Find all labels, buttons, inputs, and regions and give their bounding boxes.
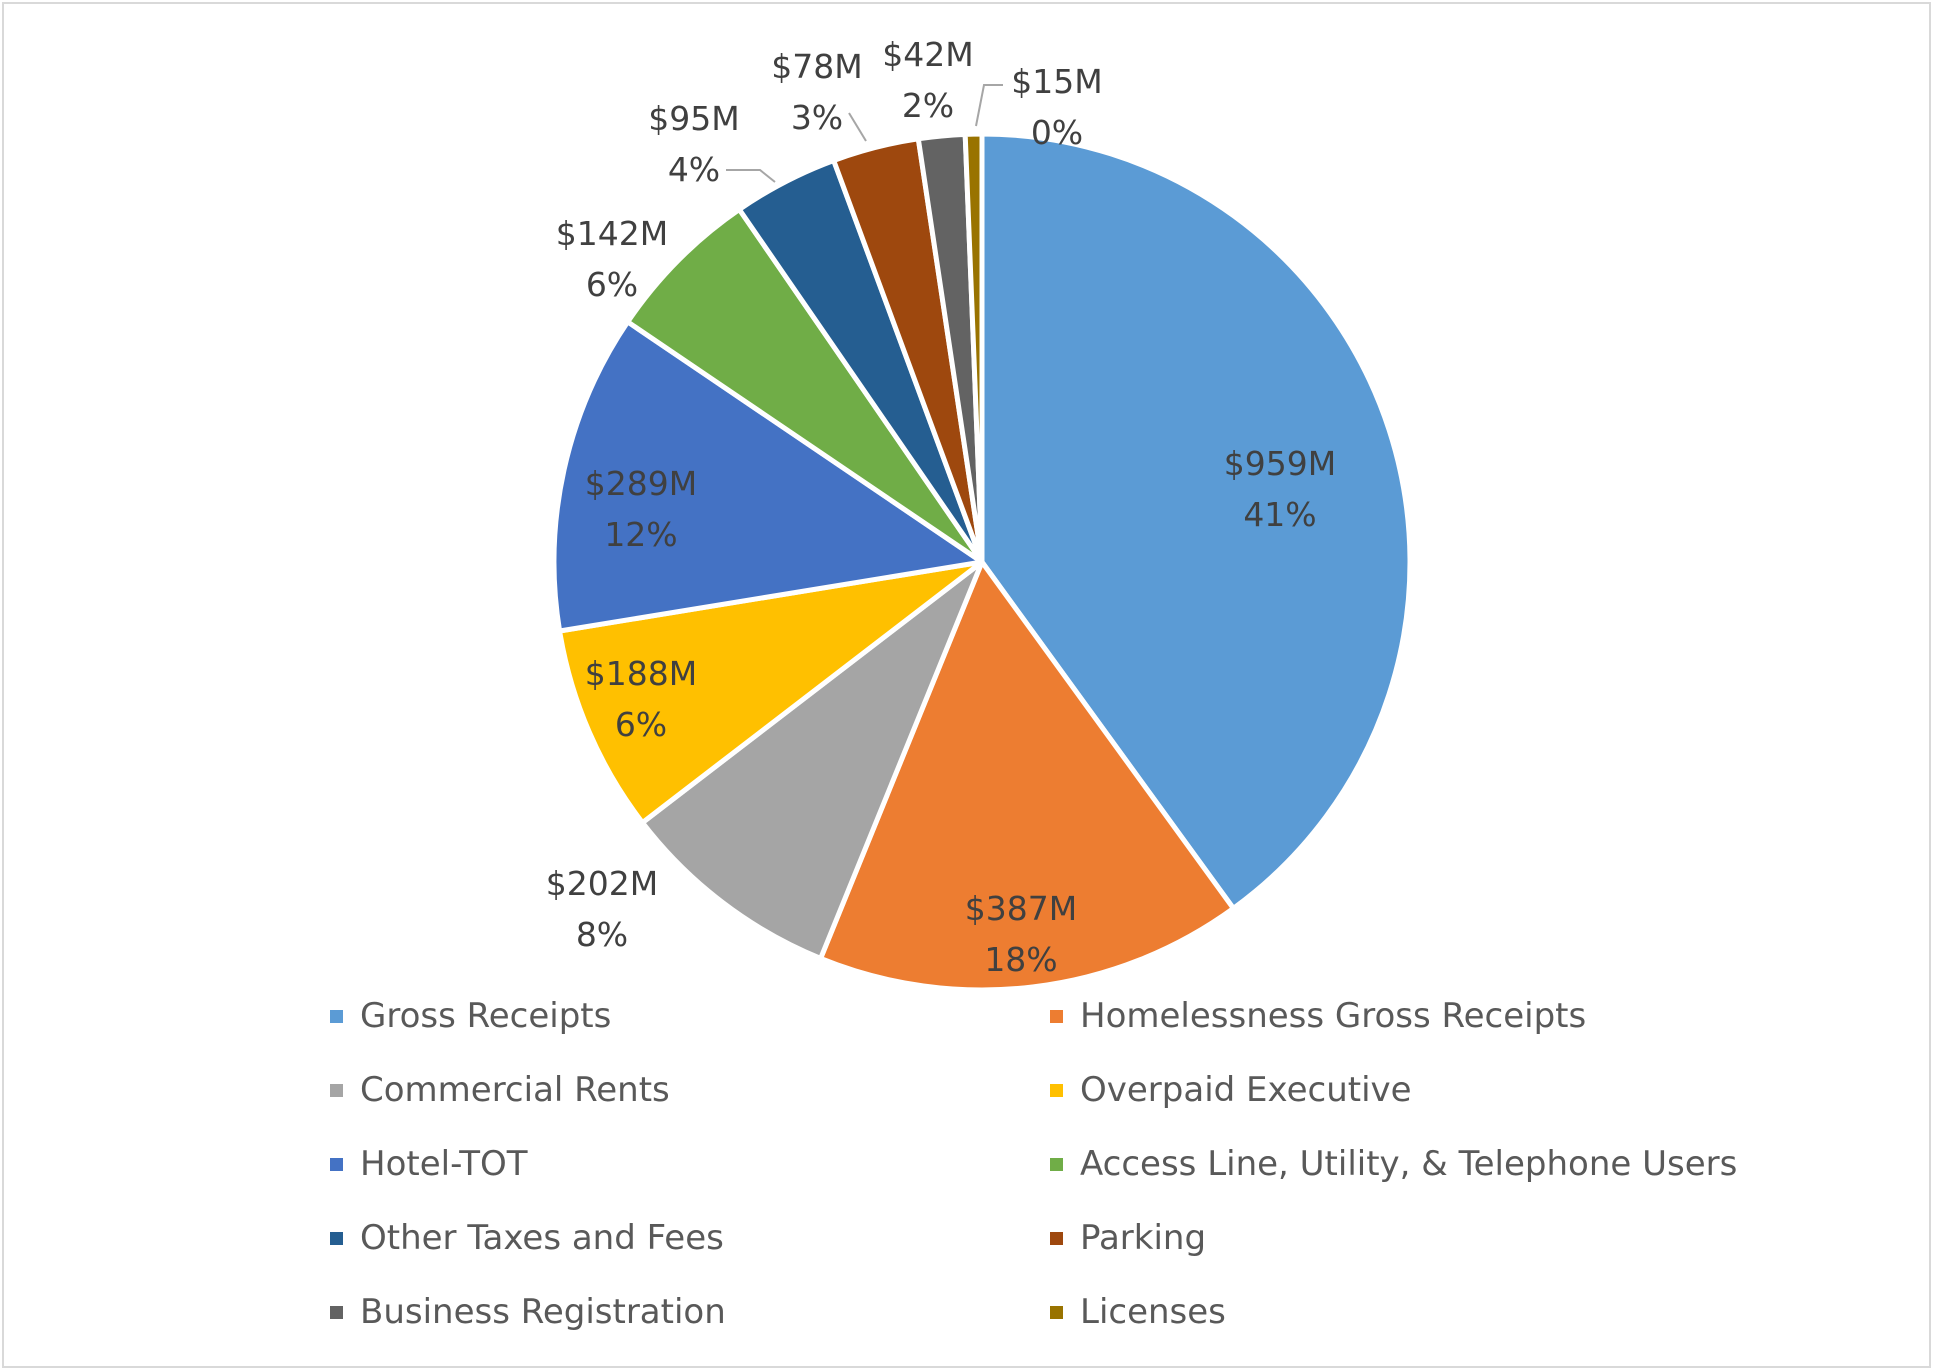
legend-item-access-line-utility-telephone-users: Access Line, Utility, & Telephone Users xyxy=(1050,1141,1737,1187)
legend-swatch xyxy=(330,1083,343,1097)
legend-swatch xyxy=(330,1157,343,1171)
legend-label: Other Taxes and Fees xyxy=(360,1218,724,1258)
pie-slice-homelessness-gross-receipts xyxy=(818,559,1236,993)
legend-item-licenses: Licenses xyxy=(1050,1289,1226,1335)
pie-slice-access-line-utility-telephone-users xyxy=(625,206,985,565)
data-label-value-homelessness-gross-receipts: $387M xyxy=(965,889,1077,928)
data-label-percent-licenses: 0% xyxy=(1031,113,1083,152)
data-label-value-overpaid-executive: $188M xyxy=(585,654,697,693)
data-label-percent-other-taxes-and-fees: 4% xyxy=(668,150,720,189)
legend-swatch xyxy=(330,1009,343,1023)
leader-line-other-taxes-and-fees xyxy=(726,169,776,183)
data-label-percent-parking: 3% xyxy=(791,98,843,137)
leader-line-licenses xyxy=(975,84,1003,127)
legend-item-other-taxes-and-fees: Other Taxes and Fees xyxy=(330,1215,724,1261)
data-label-value-parking: $78M xyxy=(771,47,862,86)
legend-swatch xyxy=(1050,1009,1063,1023)
data-label-percent-business-registration: 2% xyxy=(902,86,954,125)
legend-label: Licenses xyxy=(1080,1292,1226,1332)
data-label-value-licenses: $15M xyxy=(1011,62,1102,101)
legend-swatch xyxy=(1050,1231,1063,1245)
data-label-percent-homelessness-gross-receipts: 18% xyxy=(984,940,1057,979)
legend-item-business-registration: Business Registration xyxy=(330,1289,726,1335)
legend-item-parking: Parking xyxy=(1050,1215,1206,1261)
legend-label: Homelessness Gross Receipts xyxy=(1080,996,1587,1036)
legend-label: Parking xyxy=(1080,1218,1207,1258)
leader-line-parking xyxy=(848,112,867,142)
legend-label: Gross Receipts xyxy=(360,996,612,1036)
legend-label: Commercial Rents xyxy=(360,1070,670,1110)
data-label-value-other-taxes-and-fees: $95M xyxy=(648,99,739,138)
legend-label: Access Line, Utility, & Telephone Users xyxy=(1080,1144,1738,1184)
legend-swatch xyxy=(1050,1083,1063,1097)
legend-label: Overpaid Executive xyxy=(1080,1070,1412,1110)
data-label-percent-hotel-tot: 12% xyxy=(604,515,677,554)
legend-item-homelessness-gross-receipts: Homelessness Gross Receipts xyxy=(1050,993,1586,1039)
data-label-value-gross-receipts: $959M xyxy=(1224,444,1336,483)
legend-swatch xyxy=(330,1231,343,1245)
legend-item-commercial-rents: Commercial Rents xyxy=(330,1067,670,1113)
data-label-value-commercial-rents: $202M xyxy=(546,864,658,903)
legend-swatch xyxy=(1050,1305,1063,1319)
pie-slice-gross-receipts xyxy=(979,131,1413,911)
legend-swatch xyxy=(330,1305,343,1319)
pie-slice-commercial-rents xyxy=(639,559,985,961)
data-label-value-business-registration: $42M xyxy=(882,35,973,74)
data-label-value-access-line-utility-telephone-users: $142M xyxy=(556,214,668,253)
legend-item-overpaid-executive: Overpaid Executive xyxy=(1050,1067,1412,1113)
legend-label: Business Registration xyxy=(360,1292,726,1332)
data-label-percent-access-line-utility-telephone-users: 6% xyxy=(586,265,638,304)
pie-slice-hotel-tot xyxy=(551,319,985,634)
legend-label: Hotel-TOT xyxy=(360,1144,528,1184)
data-label-percent-gross-receipts: 41% xyxy=(1243,495,1316,534)
data-label-value-hotel-tot: $289M xyxy=(585,464,697,503)
data-label-percent-commercial-rents: 8% xyxy=(576,915,628,954)
pie-slice-licenses xyxy=(962,131,985,565)
pie-slice-overpaid-executive xyxy=(557,559,985,826)
legend-item-hotel-tot: Hotel-TOT xyxy=(330,1141,528,1187)
data-label-percent-overpaid-executive: 6% xyxy=(615,705,667,744)
legend-item-gross-receipts: Gross Receipts xyxy=(330,993,611,1039)
legend-swatch xyxy=(1050,1157,1063,1171)
